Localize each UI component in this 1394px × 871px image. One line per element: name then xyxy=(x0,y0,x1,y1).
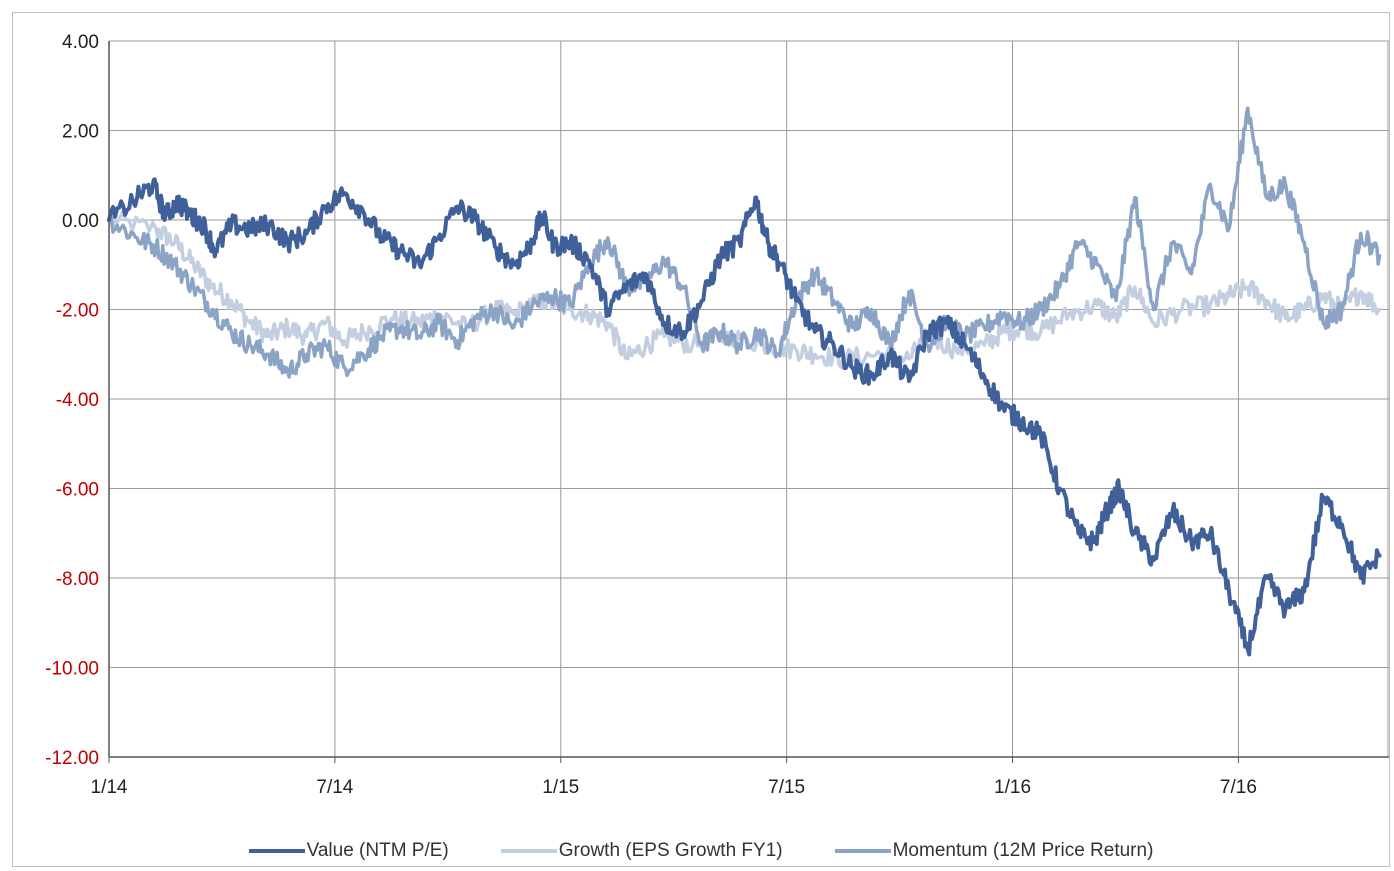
line-chart: 4.00 2.00 0.00 -2.00 -4.00 -6.00 -8.00 -10.00 -1… xyxy=(45,32,1389,798)
legend-swatch-growth xyxy=(500,849,557,853)
legend-label-growth: Growth (EPS Growth FY1) xyxy=(558,840,783,861)
x-tick-label: 1/14 xyxy=(91,777,128,798)
legend-swatch-value xyxy=(248,849,305,853)
x-tick-label: 7/15 xyxy=(768,777,805,798)
series-lines xyxy=(107,106,1382,657)
x-axis-ticks: 1/14 7/14 1/15 7/15 1/16 7/16 xyxy=(91,757,1257,798)
y-tick-label: 2.00 xyxy=(62,122,99,143)
legend: Value (NTM P/E) Growth (EPS Growth FY1) … xyxy=(13,836,1389,866)
chart-frame: 4.00 2.00 0.00 -2.00 -4.00 -6.00 -8.00 -10.00 -1… xyxy=(12,12,1390,867)
y-tick-label: 0.00 xyxy=(62,211,99,232)
legend-item-value: Value (NTM P/E) xyxy=(248,840,449,862)
y-tick-label: -6.00 xyxy=(56,480,99,501)
x-tick-label: 1/15 xyxy=(542,777,579,798)
y-tick-label: 4.00 xyxy=(62,32,99,53)
grid-lines xyxy=(108,40,1389,758)
y-tick-label: -8.00 xyxy=(56,569,99,590)
legend-item-momentum: Momentum (12M Price Return) xyxy=(834,840,1154,862)
legend-item-growth: Growth (EPS Growth FY1) xyxy=(500,840,783,862)
x-tick-label: 7/14 xyxy=(316,777,353,798)
y-tick-label: -10.00 xyxy=(45,659,99,680)
legend-label-momentum: Momentum (12M Price Return) xyxy=(892,840,1154,861)
series-line-2 xyxy=(107,106,1382,379)
y-tick-label: -12.00 xyxy=(45,748,99,769)
y-tick-label: -2.00 xyxy=(56,301,99,322)
legend-swatch-momentum xyxy=(834,849,891,853)
legend-label-value: Value (NTM P/E) xyxy=(306,840,449,861)
x-tick-label: 7/16 xyxy=(1220,777,1257,798)
y-axis-ticks: 4.00 2.00 0.00 -2.00 -4.00 -6.00 -8.00 -10.00 -1… xyxy=(45,32,99,769)
x-tick-label: 1/16 xyxy=(994,777,1031,798)
series-line-0 xyxy=(107,177,1382,657)
y-tick-label: -4.00 xyxy=(56,390,99,411)
